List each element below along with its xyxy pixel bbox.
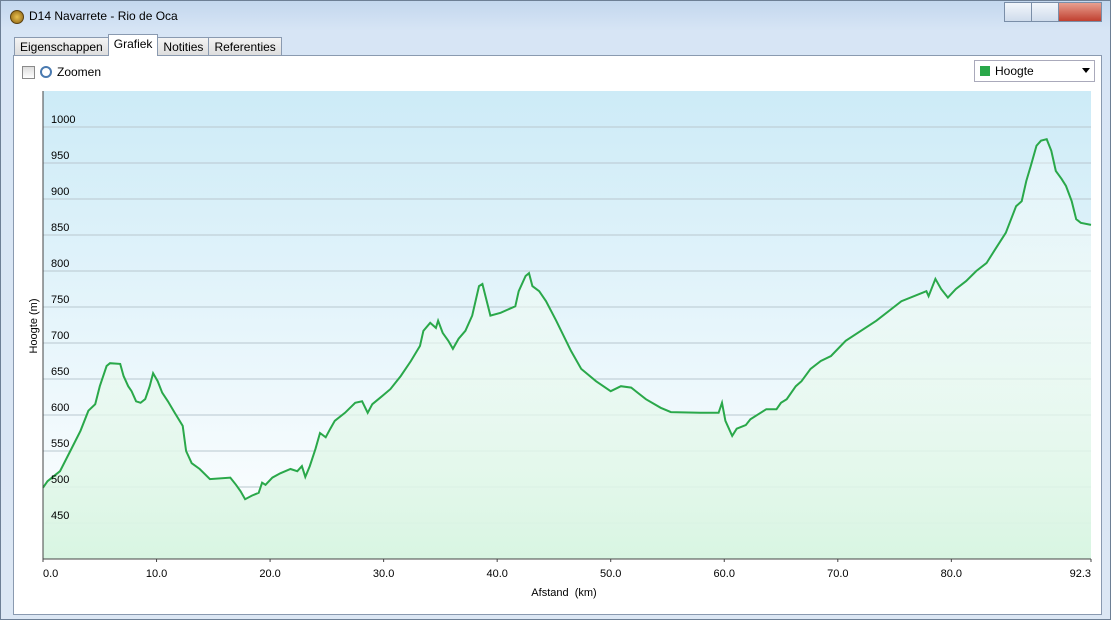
x-tick-label: 60.0 xyxy=(714,568,735,580)
x-tick-label: 92.3 xyxy=(1070,568,1091,580)
series-dropdown[interactable]: Hoogte xyxy=(974,60,1095,82)
y-tick-label: 450 xyxy=(51,510,69,522)
x-axis-label: Afstand (km) xyxy=(531,587,596,599)
y-tick-label: 600 xyxy=(51,402,69,414)
x-tick-label: 20.0 xyxy=(259,568,280,580)
legend-label: Hoogte xyxy=(995,64,1034,78)
x-tick-label: 80.0 xyxy=(941,568,962,580)
x-tick-label: 70.0 xyxy=(827,568,848,580)
area xyxy=(43,139,1091,559)
y-tick-label: 1000 xyxy=(51,114,75,126)
y-tick-label: 500 xyxy=(51,474,69,486)
tab[interactable]: Referenties xyxy=(208,37,282,56)
window-buttons xyxy=(1004,2,1102,22)
y-tick-label: 850 xyxy=(51,222,69,234)
checkbox[interactable] xyxy=(22,65,35,79)
y-tick-label: 750 xyxy=(51,294,69,306)
legend-swatch xyxy=(980,66,990,76)
zoom-control[interactable]: Zoomen xyxy=(22,65,101,79)
x-tick-label: 0.0 xyxy=(43,568,58,580)
x-tick-label: 10.0 xyxy=(146,568,167,580)
x-tick-label: 50.0 xyxy=(600,568,621,580)
window-title: D14 Navarrete - Rio de Oca xyxy=(29,9,178,23)
y-tick-label: 700 xyxy=(51,330,69,342)
tab[interactable]: Eigenschappen xyxy=(14,37,109,56)
line xyxy=(42,138,1092,501)
dropdown-arrow xyxy=(1082,68,1090,73)
tab-active[interactable]: Grafiek xyxy=(107,34,159,56)
app-icon xyxy=(10,10,24,24)
y-tick-label: 550 xyxy=(51,438,69,450)
x-tick-label: 30.0 xyxy=(373,568,394,580)
tab-bar: Eigenschappen Grafiek Notities Referenti… xyxy=(14,34,282,56)
magnifier-icon xyxy=(40,66,52,78)
y-tick-label: 950 xyxy=(51,150,69,162)
y-tick-label: 900 xyxy=(51,186,69,198)
y-tick-label: 650 xyxy=(51,366,69,378)
x-tick-label: 40.0 xyxy=(486,568,507,580)
close-button[interactable] xyxy=(1058,2,1102,22)
y-tick-label: 800 xyxy=(51,258,69,270)
y-axis-label: Hoogte (m) xyxy=(28,298,40,353)
zoom-label: Zoomen xyxy=(57,65,102,79)
